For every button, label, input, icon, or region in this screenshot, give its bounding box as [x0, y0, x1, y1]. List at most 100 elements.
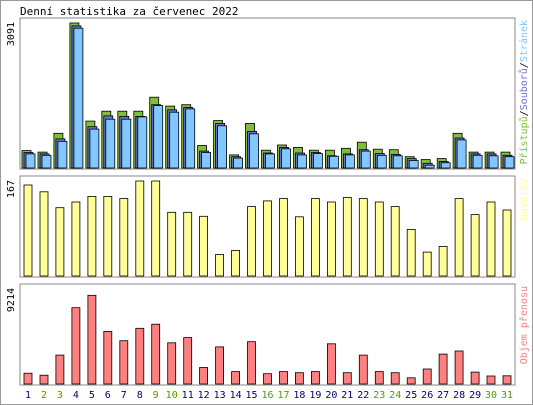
- panel-legend: Návštěv: [518, 178, 530, 220]
- bar-volume-Objem přenosu-day-20: [326, 343, 336, 385]
- bar-volume-Objem přenosu-day-6: [103, 330, 113, 385]
- bar-volume-Objem přenosu-day-16: [263, 373, 272, 385]
- day-label-21: 21: [341, 390, 353, 401]
- bar-volume-Objem přenosu-day-8: [135, 327, 145, 385]
- day-label-28: 28: [453, 390, 465, 401]
- bar-volume-Objem přenosu-day-29: [470, 371, 480, 385]
- day-label-9: 9: [153, 390, 159, 401]
- day-label-26: 26: [421, 390, 433, 401]
- bar-requests-Stránek-day-28: [456, 139, 467, 169]
- legend-entry: Souborů: [518, 68, 530, 110]
- bar-volume-Objem přenosu-day-2: [39, 374, 49, 385]
- day-label-15: 15: [245, 390, 257, 401]
- bar-visits-Návštěv-day-16: [263, 200, 272, 277]
- panel-visits: 167 Návštěv: [6, 175, 530, 278]
- y-max-label: 3091: [6, 22, 17, 46]
- day-label-30: 30: [485, 390, 497, 401]
- day-label-7: 7: [121, 390, 127, 401]
- day-label-27: 27: [437, 390, 449, 401]
- bar-requests-Stránek-day-2: [41, 154, 52, 169]
- day-label-5: 5: [89, 390, 95, 401]
- bar-visits-Návštěv-day-25: [406, 228, 416, 277]
- bar-visits-Návštěv-day-31: [502, 209, 512, 277]
- bar-requests-Stránek-day-18: [297, 154, 307, 169]
- day-label-1: 1: [25, 390, 31, 401]
- day-label-23: 23: [373, 390, 385, 401]
- day-label-17: 17: [277, 390, 289, 401]
- bar-visits-Návštěv-day-22: [358, 198, 368, 277]
- legend-entry: Objem přenosu: [518, 286, 530, 364]
- bar-visits-Návštěv-day-1: [23, 184, 33, 277]
- bar-requests-Stránek-day-13: [217, 125, 228, 169]
- bar-volume-Objem přenosu-day-26: [422, 368, 432, 385]
- bar-visits-Návštěv-day-30: [486, 201, 496, 277]
- bar-volume-Objem přenosu-day-10: [167, 342, 177, 385]
- bar-volume-Objem přenosu-day-9: [151, 323, 161, 385]
- day-label-29: 29: [469, 390, 481, 401]
- day-label-10: 10: [166, 390, 178, 401]
- bar-requests-Stránek-day-14: [233, 157, 244, 169]
- bar-requests-Stránek-day-17: [281, 148, 291, 169]
- bar-requests-Stránek-day-29: [472, 154, 483, 169]
- bar-volume-Objem přenosu-day-11: [183, 337, 193, 385]
- legend-entry: Stránek: [518, 20, 530, 62]
- bar-volume-Objem přenosu-day-28: [454, 350, 464, 385]
- bar-visits-Návštěv-day-14: [231, 249, 241, 277]
- bar-visits-Návštěv-day-4: [71, 201, 81, 277]
- bar-visits-Návštěv-day-24: [390, 206, 400, 277]
- bar-requests-Stránek-day-19: [312, 153, 323, 169]
- day-label-16: 16: [261, 390, 273, 401]
- bar-requests-Stránek-day-21: [344, 154, 355, 169]
- bar-visits-Návštěv-day-23: [374, 201, 384, 277]
- bar-requests-Stránek-day-20: [328, 155, 339, 169]
- legend-entry: Návštěv: [518, 178, 530, 220]
- day-label-18: 18: [293, 390, 305, 401]
- bar-requests-Stránek-day-27: [440, 162, 451, 169]
- bar-volume-Objem přenosu-day-17: [279, 371, 288, 385]
- bar-visits-Návštěv-day-11: [183, 211, 193, 277]
- bar-requests-Stránek-day-6: [105, 118, 116, 169]
- day-label-24: 24: [389, 390, 401, 401]
- bar-requests-Stránek-day-1: [25, 153, 36, 169]
- bar-visits-Návštěv-day-15: [247, 206, 256, 277]
- panel-volume: 9214 Objem přenosu: [6, 283, 530, 386]
- y-max-label: 9214: [6, 288, 17, 312]
- bar-requests-Stránek-day-25: [408, 160, 419, 169]
- bar-volume-Objem přenosu-day-7: [119, 340, 129, 385]
- bar-requests-Stránek-day-12: [201, 152, 212, 169]
- bar-visits-Návštěv-day-13: [215, 253, 225, 277]
- day-label-14: 14: [230, 390, 242, 401]
- bar-requests-Stránek-day-15: [249, 133, 259, 169]
- legend-entry: Přístupů: [518, 116, 530, 164]
- bar-requests-Stránek-day-10: [169, 111, 180, 169]
- bar-visits-Návštěv-day-28: [454, 198, 464, 277]
- bar-requests-Stránek-day-24: [392, 155, 403, 169]
- bar-requests-Stránek-day-22: [360, 150, 371, 169]
- day-label-31: 31: [501, 390, 513, 401]
- bar-visits-Návštěv-day-9: [151, 180, 161, 277]
- bar-visits-Návštěv-day-29: [470, 214, 480, 277]
- bar-visits-Návštěv-day-7: [119, 198, 129, 277]
- bar-visits-Návštěv-day-18: [294, 216, 304, 277]
- bar-visits-Návštěv-day-2: [39, 191, 49, 277]
- bar-volume-Objem přenosu-day-1: [23, 372, 33, 385]
- bar-volume-Objem přenosu-day-4: [71, 307, 81, 385]
- bar-requests-Stránek-day-8: [137, 116, 148, 169]
- bar-visits-Návštěv-day-12: [199, 215, 209, 277]
- bar-visits-Návštěv-day-21: [342, 197, 352, 277]
- bar-visits-Návštěv-day-5: [87, 195, 97, 277]
- bar-volume-Objem přenosu-day-22: [358, 354, 368, 385]
- bar-visits-Návštěv-day-6: [103, 195, 113, 277]
- bar-volume-Objem přenosu-day-19: [310, 371, 320, 385]
- bar-requests-Stránek-day-31: [504, 156, 515, 169]
- legend-separator: /: [519, 110, 530, 116]
- bar-volume-Objem přenosu-day-21: [342, 372, 352, 385]
- day-label-20: 20: [325, 390, 337, 401]
- panel-legend: Přístupů/Souborů/Stránek: [518, 20, 530, 165]
- bar-volume-Objem přenosu-day-15: [247, 341, 256, 385]
- bar-volume-Objem přenosu-day-23: [374, 371, 384, 385]
- bar-requests-Stránek-day-9: [153, 105, 164, 169]
- panel-legend: Objem přenosu: [518, 286, 530, 364]
